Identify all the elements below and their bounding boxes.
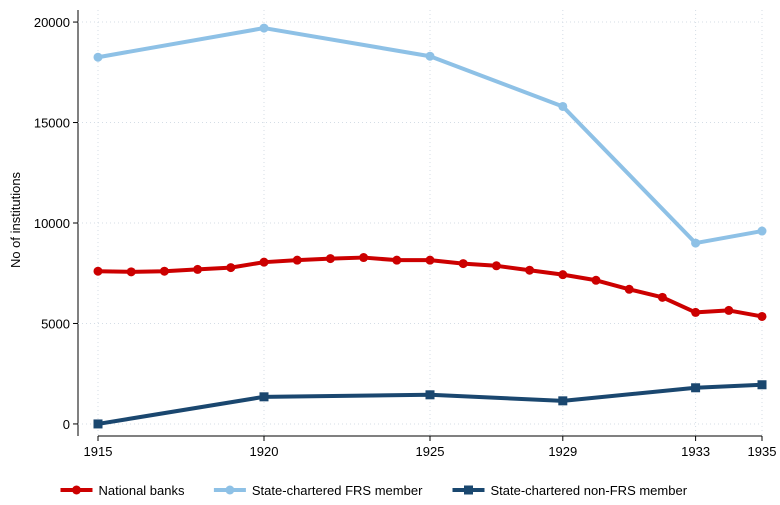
point	[259, 392, 269, 402]
point	[259, 257, 269, 267]
legend-marker	[464, 485, 473, 495]
series-line	[97, 26, 763, 246]
x-tick-label: 1925	[416, 444, 445, 459]
point	[624, 284, 634, 294]
point	[93, 266, 103, 276]
point	[292, 255, 302, 265]
legend-label: State-chartered non-FRS member	[491, 483, 688, 498]
point	[359, 253, 369, 263]
point	[126, 267, 136, 277]
point	[425, 255, 435, 265]
point	[525, 265, 535, 275]
point	[93, 52, 103, 62]
point	[558, 101, 568, 111]
y-tick-label: 5000	[41, 316, 70, 331]
point	[691, 383, 701, 393]
point	[325, 254, 335, 264]
point	[458, 259, 468, 269]
point	[757, 226, 767, 236]
point	[425, 390, 435, 400]
point	[558, 396, 568, 406]
point	[425, 51, 435, 61]
point	[392, 255, 402, 265]
x-tick-label: 1933	[681, 444, 710, 459]
point	[691, 238, 701, 248]
point	[657, 292, 667, 302]
y-axis-label: No of institutions	[8, 171, 23, 268]
point	[491, 261, 501, 271]
point	[724, 305, 734, 315]
x-tick-label: 1915	[84, 444, 113, 459]
point	[691, 307, 701, 317]
series-line	[97, 382, 763, 426]
legend-label: National banks	[99, 483, 185, 498]
y-tick-label: 0	[63, 417, 70, 432]
point	[757, 311, 767, 321]
point	[757, 380, 767, 390]
legend-label: State-chartered FRS member	[252, 483, 423, 498]
point	[591, 275, 601, 285]
point	[193, 264, 203, 274]
y-tick-label: 10000	[34, 216, 70, 231]
legend-marker	[72, 485, 81, 495]
x-tick-label: 1935	[748, 444, 777, 459]
point	[93, 419, 103, 429]
y-tick-label: 15000	[34, 116, 70, 131]
point	[159, 266, 169, 276]
legend-marker	[225, 485, 235, 495]
point	[558, 270, 568, 280]
x-tick-label: 1920	[250, 444, 279, 459]
y-tick-label: 20000	[34, 15, 70, 30]
point	[226, 263, 236, 273]
x-tick-label: 1929	[548, 444, 577, 459]
point	[259, 23, 269, 33]
